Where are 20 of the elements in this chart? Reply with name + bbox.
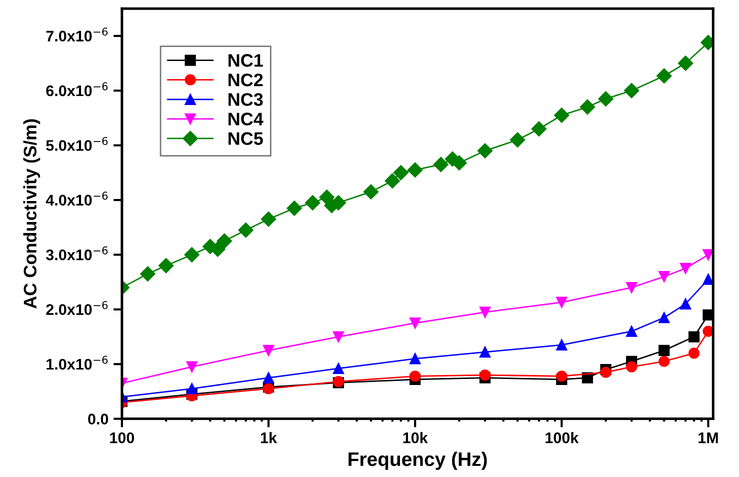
legend-label: NC3 — [228, 93, 263, 106]
x-tick-label: 100 — [110, 432, 134, 444]
y-tick-label: 5.0x10$^{−6}$ — [46, 136, 108, 151]
y-tick-label: 3.0x10$^{−6}$ — [46, 246, 108, 260]
x-tick-label: 1M — [698, 432, 718, 444]
legend-label: NC4 — [228, 112, 264, 126]
x-tick-label: 1k — [260, 432, 278, 444]
y-tick-label: 1.0x10$^{−6}$ — [46, 356, 108, 370]
legend-label: NC1 — [228, 54, 263, 67]
legend-label: NC5 — [228, 132, 263, 145]
y-tick-label: 2.0x10$^{−6}$ — [46, 301, 108, 315]
legend-label: NC2 — [228, 74, 263, 86]
y-axis-title: AC Conductivity (S/m) — [23, 119, 40, 309]
y-tick-label: 4.0x10$^{−6}$ — [46, 192, 108, 206]
y-tick-label: 7.0x10$^{−6}$ — [46, 28, 108, 42]
x-axis-title: Frequency (Hz) — [348, 452, 487, 470]
y-tick-label: 6.0x10$^{−6}$ — [46, 82, 108, 96]
y-tick-label: 0.0 — [88, 414, 108, 424]
x-tick-label: 100k — [546, 432, 579, 444]
x-tick-label: 10k — [403, 432, 428, 444]
